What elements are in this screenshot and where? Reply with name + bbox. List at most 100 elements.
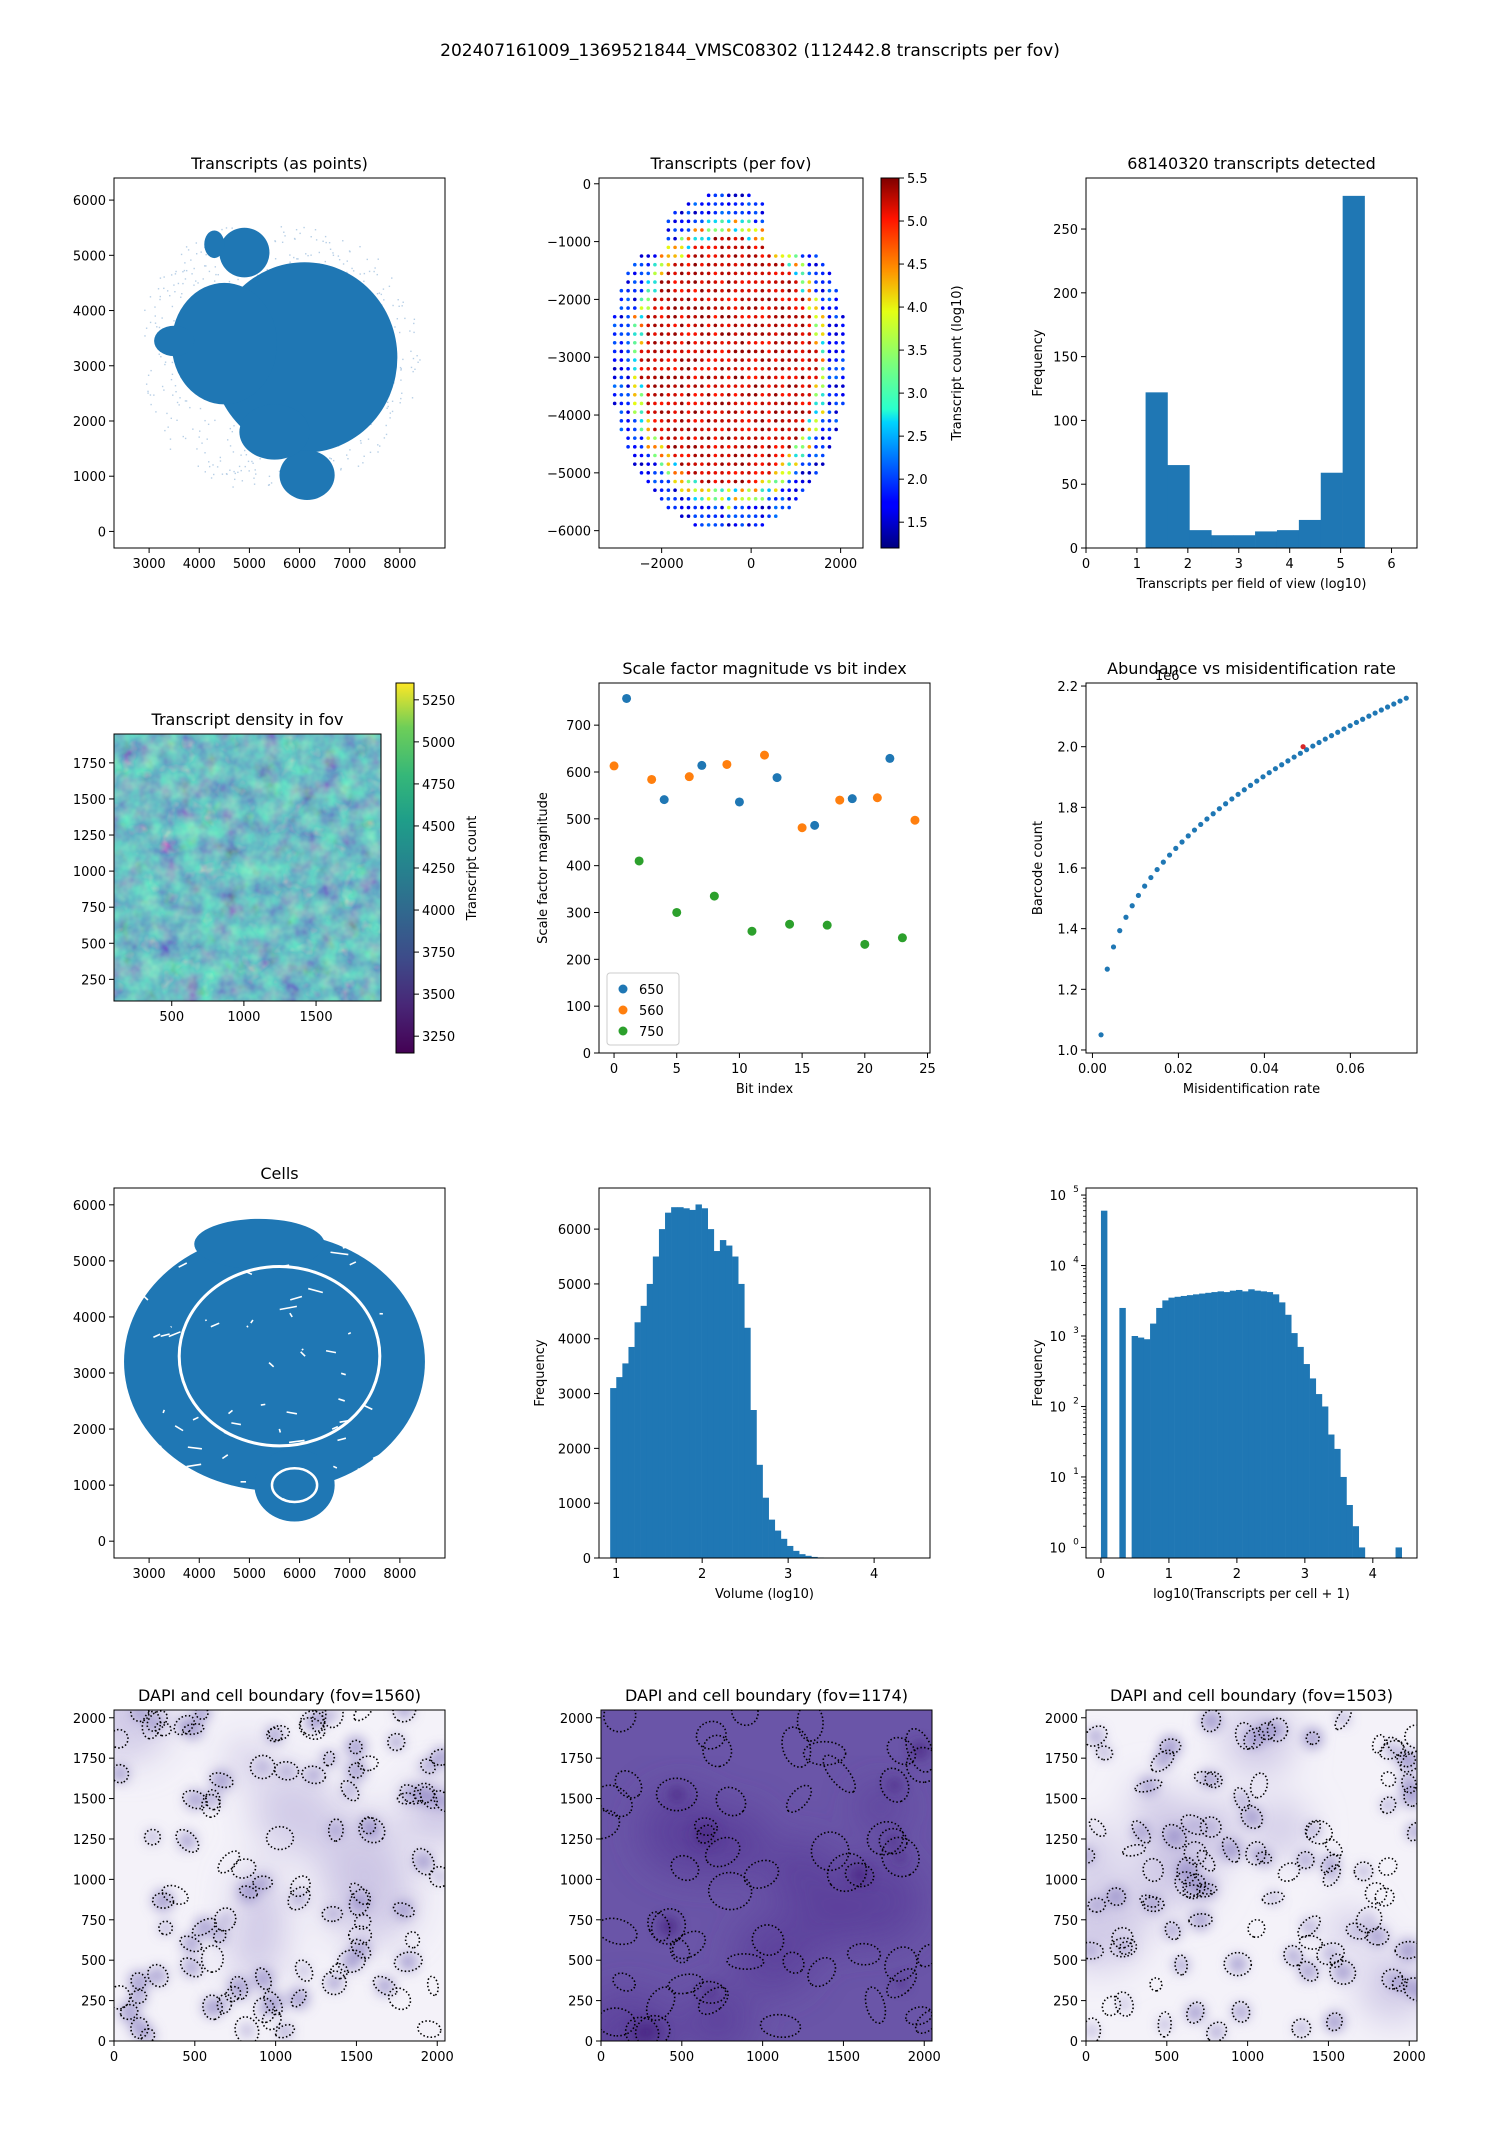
nucleus xyxy=(131,1988,147,2005)
histogram-bar xyxy=(1340,1476,1347,1558)
fov-point xyxy=(800,427,805,432)
fov-point xyxy=(666,245,671,250)
panel-dapi-fov-1503: 0 500 1000 1500 2000025050075010001250150017… xyxy=(1045,1686,1426,2065)
fov-point xyxy=(720,462,724,466)
y-tick-label: 250 xyxy=(81,1995,106,2010)
fov-point xyxy=(740,349,744,354)
histogram-bar xyxy=(695,1204,702,1558)
fov-point xyxy=(800,392,805,397)
nucleus xyxy=(1306,1823,1320,1837)
cell-boundary xyxy=(353,1710,373,1722)
y-tick-exponent: 4 xyxy=(1073,1256,1079,1266)
fov-point xyxy=(679,471,684,475)
fov-point xyxy=(693,445,698,449)
fov-point xyxy=(753,471,758,475)
curve-point xyxy=(1347,723,1353,729)
fov-point xyxy=(733,349,738,354)
x-tick-label: 0.06 xyxy=(1336,1062,1365,1077)
faint-point xyxy=(342,263,345,265)
fov-point xyxy=(693,254,698,258)
cell-boundary xyxy=(844,1862,875,1888)
cell-boundary xyxy=(360,1816,377,1835)
histogram-bar xyxy=(1100,1210,1108,1558)
faint-point xyxy=(305,253,307,255)
fov-point xyxy=(673,288,677,293)
fov-point xyxy=(733,497,738,501)
fov-point xyxy=(700,392,704,397)
fov-point xyxy=(646,262,651,267)
fov-point xyxy=(720,427,724,432)
faint-point xyxy=(219,456,222,459)
y-tick-label: 500 xyxy=(81,1954,106,1969)
fov-point xyxy=(713,488,718,492)
colorbar-tick-label: 2.0 xyxy=(907,473,928,488)
fov-point xyxy=(820,453,825,458)
gap-line xyxy=(187,1446,202,1450)
faint-point xyxy=(225,473,228,475)
faint-point xyxy=(419,359,421,361)
y-tick-label: 0 xyxy=(98,1535,106,1550)
fov-point xyxy=(800,280,805,284)
fov-point xyxy=(673,323,677,328)
fov-point xyxy=(814,323,818,328)
fov-point xyxy=(639,453,644,458)
cell-boundary xyxy=(419,1758,436,1775)
fov-point xyxy=(686,436,691,440)
faint-point xyxy=(391,410,394,413)
faint-point xyxy=(213,280,216,282)
fov-point xyxy=(747,306,751,310)
fov-point xyxy=(814,271,818,276)
fov-point xyxy=(794,366,798,371)
fov-point xyxy=(639,375,644,380)
fov-point xyxy=(639,401,644,406)
faint-point xyxy=(201,442,203,444)
fov-point xyxy=(747,280,751,284)
fov-point xyxy=(733,419,738,423)
fov-point xyxy=(773,323,778,328)
scatter-point xyxy=(872,793,882,803)
y-tick-label: 3000 xyxy=(73,1367,106,1382)
faint-point xyxy=(294,238,296,240)
fov-point xyxy=(673,445,677,449)
fov-point xyxy=(659,254,664,258)
fov-point xyxy=(794,419,798,423)
fov-point xyxy=(686,228,691,232)
faint-point xyxy=(203,265,206,267)
fov-point xyxy=(700,236,704,241)
upper-tip xyxy=(204,230,225,259)
faint-point xyxy=(153,394,155,396)
fov-point xyxy=(700,306,704,310)
fov-point xyxy=(679,236,684,241)
fov-point xyxy=(700,262,704,267)
fov-point xyxy=(807,401,812,406)
nucleus xyxy=(1297,1852,1314,1868)
fov-point xyxy=(706,410,711,414)
fov-point xyxy=(646,445,651,449)
cell-boundary xyxy=(1316,1942,1345,1966)
faint-point xyxy=(383,437,386,439)
fov-point xyxy=(700,228,704,232)
nucleus xyxy=(132,1710,148,1721)
faint-point xyxy=(402,358,404,361)
faint-point xyxy=(385,433,388,436)
fov-point xyxy=(827,410,832,414)
colorbar-tick-label: 4500 xyxy=(422,820,455,835)
fov-point xyxy=(653,462,657,466)
fov-point xyxy=(767,323,771,328)
gap-line xyxy=(278,1428,282,1433)
axes-title: Cells xyxy=(260,1164,298,1183)
fov-point xyxy=(834,427,838,432)
faint-point xyxy=(164,429,166,432)
y-tick-label: 250 xyxy=(1053,223,1078,238)
cell-boundary xyxy=(1111,1926,1134,1949)
cell-boundary xyxy=(146,1710,168,1732)
faint-point xyxy=(233,470,235,473)
suptitle: 202407161009_1369521844_VMSC08302 (11244… xyxy=(440,41,1060,61)
fov-point xyxy=(773,271,778,276)
histogram-bar xyxy=(707,1229,715,1558)
fov-point xyxy=(700,505,704,510)
fov-point xyxy=(679,349,684,354)
cell-boundary xyxy=(670,1854,700,1882)
fov-point xyxy=(780,427,785,432)
panel-cells: 3000 4000 5000 6000 7000 80000100020003000400… xyxy=(73,1164,446,1582)
